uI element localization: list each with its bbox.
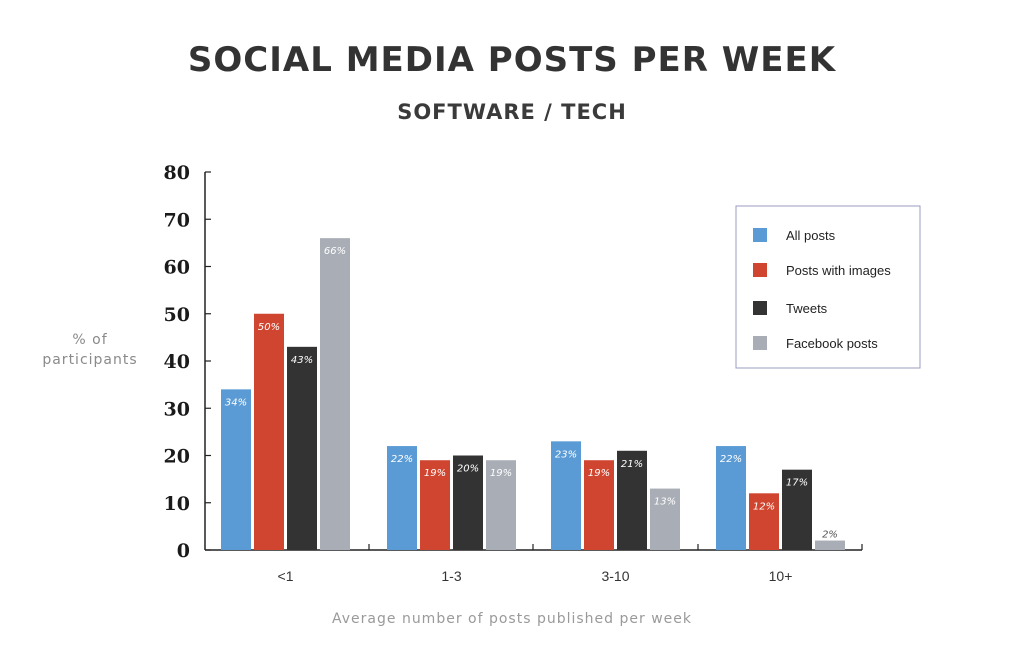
legend-swatch bbox=[753, 301, 767, 315]
y-tick-label: 80 bbox=[164, 162, 190, 184]
bar-data-label: 22% bbox=[720, 454, 742, 465]
y-tick-label: 30 bbox=[164, 398, 190, 420]
x-tick-label: 10+ bbox=[769, 568, 793, 584]
y-tick-label: 20 bbox=[164, 446, 190, 468]
x-tick-label: 1-3 bbox=[441, 568, 461, 584]
legend-label: Posts with images bbox=[786, 263, 891, 278]
bar-data-label: 21% bbox=[621, 459, 643, 470]
x-tick-label: 3-10 bbox=[601, 568, 629, 584]
bar-data-label: 23% bbox=[555, 449, 577, 460]
bar-data-label: 34% bbox=[225, 397, 247, 408]
bar-data-label: 22% bbox=[391, 454, 413, 465]
legend-swatch bbox=[753, 336, 767, 350]
bar-data-label: 13% bbox=[654, 497, 676, 508]
bar bbox=[420, 460, 450, 550]
x-axis-label: Average number of posts published per we… bbox=[332, 611, 692, 627]
legend-label: Tweets bbox=[786, 301, 828, 316]
bar-data-label: 12% bbox=[753, 501, 775, 512]
bar bbox=[782, 469, 812, 550]
legend-swatch bbox=[753, 228, 767, 242]
bar-data-label: 19% bbox=[424, 468, 446, 479]
bar bbox=[320, 238, 350, 550]
legend-swatch bbox=[753, 263, 767, 277]
bar bbox=[815, 540, 845, 550]
bar bbox=[287, 346, 317, 550]
y-axis-label: % of participants bbox=[42, 332, 138, 368]
y-tick-label: 70 bbox=[164, 209, 190, 231]
bar bbox=[387, 446, 417, 550]
bar-data-label: 20% bbox=[457, 464, 479, 475]
bar bbox=[584, 460, 614, 550]
bar-data-label: 19% bbox=[490, 468, 512, 479]
bar bbox=[551, 441, 581, 550]
chart-title: SOCIAL MEDIA POSTS PER WEEK bbox=[187, 40, 837, 80]
bar-data-label: 50% bbox=[258, 322, 280, 333]
bar bbox=[486, 460, 516, 550]
bar bbox=[749, 493, 779, 550]
y-tick-label: 50 bbox=[164, 304, 190, 326]
bar bbox=[617, 450, 647, 550]
bar-data-label: 43% bbox=[291, 355, 313, 366]
bar bbox=[650, 488, 680, 550]
bar-data-label: 19% bbox=[588, 468, 610, 479]
bar-data-label: 66% bbox=[324, 246, 346, 257]
bar-data-label: 2% bbox=[822, 530, 838, 541]
bar bbox=[254, 313, 284, 550]
bar bbox=[716, 446, 746, 550]
y-tick-label: 60 bbox=[164, 257, 190, 279]
y-tick-label: 40 bbox=[164, 351, 190, 373]
legend-label: All posts bbox=[786, 228, 836, 243]
y-tick-label: 0 bbox=[177, 540, 190, 562]
chart-subtitle: SOFTWARE / TECH bbox=[397, 100, 627, 124]
legend-label: Facebook posts bbox=[786, 336, 878, 351]
bar bbox=[453, 455, 483, 550]
y-tick-label: 10 bbox=[164, 493, 190, 515]
bar-data-label: 17% bbox=[786, 478, 808, 489]
bar bbox=[221, 389, 251, 550]
x-tick-label: <1 bbox=[278, 568, 294, 584]
